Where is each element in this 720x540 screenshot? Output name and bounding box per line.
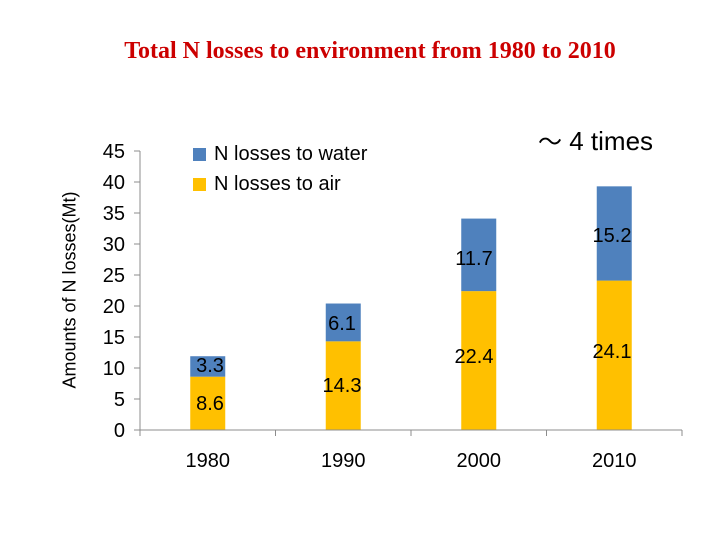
- bar-water-2000: [461, 218, 497, 292]
- data-label-water-1990: 6.1: [328, 313, 356, 335]
- y-tick-label: 30: [103, 234, 125, 256]
- data-label-air-2000: 22.4: [455, 346, 494, 368]
- bar-water-1990: [325, 303, 361, 342]
- x-tick-label: 2010: [592, 450, 637, 472]
- y-tick-label: 5: [114, 389, 125, 411]
- y-tick-label: 45: [103, 141, 125, 163]
- bar-water-2010: [596, 186, 632, 281]
- legend-swatch: [193, 148, 206, 161]
- x-axis: 1980 1990 2000 2010: [139, 429, 683, 472]
- bar-air-2000: [461, 291, 497, 430]
- bars: 8.6 3.3 14.3 6.1 22.4 11.7 24.1 15.2: [190, 186, 632, 430]
- x-tick-label: 1980: [186, 450, 231, 472]
- annotation-text: 4 times: [569, 126, 654, 156]
- bar-water-1980: [190, 356, 226, 377]
- y-tick-label: 35: [103, 203, 125, 225]
- legend-swatch: [193, 178, 206, 191]
- data-label-water-2000: 11.7: [455, 248, 492, 270]
- x-tick-label: 1990: [321, 450, 366, 472]
- data-label-air-1990: 14.3: [323, 375, 362, 397]
- data-label-water-2010: 15.2: [593, 225, 632, 247]
- bar-air-1980: [190, 376, 226, 430]
- legend: N losses to water N losses to air: [193, 143, 368, 195]
- y-tick-label: 10: [103, 358, 125, 380]
- y-tick-label: 40: [103, 172, 125, 194]
- y-axis: 0 5 10 15 20 25 30 35 40 45: [103, 141, 141, 442]
- legend-label: N losses to water: [214, 143, 368, 165]
- data-label-air-1980: 8.6: [196, 393, 224, 415]
- bar-air-1990: [325, 341, 361, 430]
- y-tick-label: 0: [114, 420, 125, 442]
- y-tick-label: 15: [103, 327, 125, 349]
- x-tick-label: 2000: [457, 450, 502, 472]
- legend-label: N losses to air: [214, 173, 341, 195]
- growth-annotation: ～ 4 times: [538, 122, 653, 157]
- y-tick-label: 25: [103, 265, 125, 287]
- data-label-water-1980: 3.3: [196, 355, 224, 377]
- data-label-air-2010: 24.1: [593, 341, 632, 363]
- bar-air-2010: [596, 280, 632, 430]
- chart-title: Total N losses to environment from 1980 …: [124, 38, 616, 64]
- y-tick-label: 20: [103, 296, 125, 318]
- approx-symbol: ～: [538, 128, 562, 156]
